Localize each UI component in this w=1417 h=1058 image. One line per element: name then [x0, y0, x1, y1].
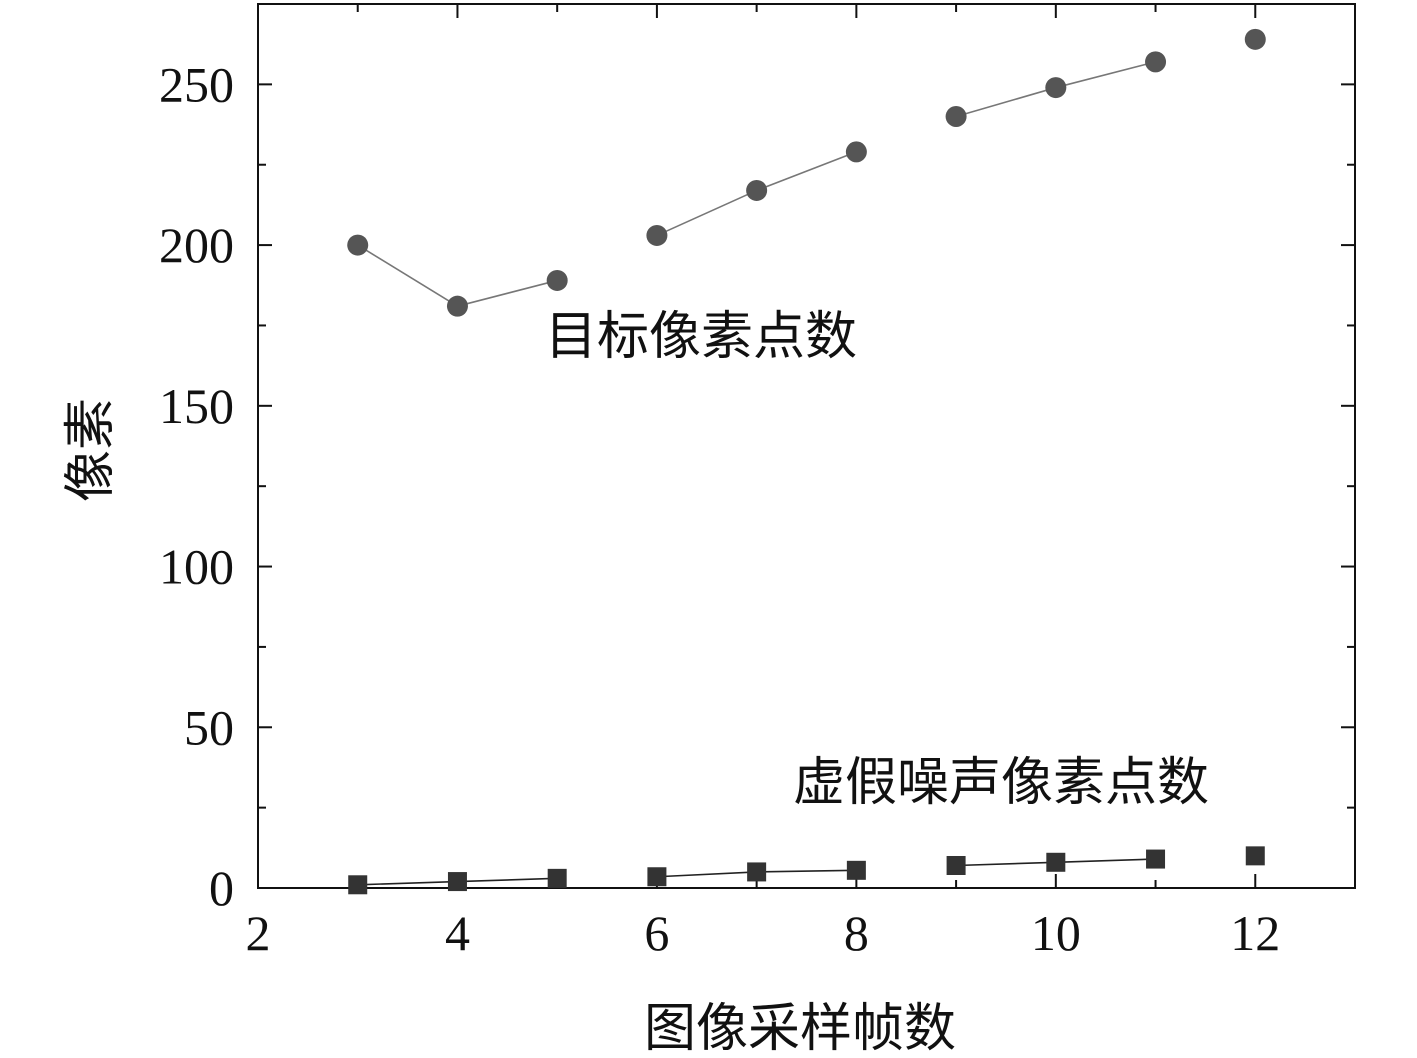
- annotation-noise-pixels: 虚假噪声像素点数: [793, 753, 1209, 813]
- x-tick-label: 8: [844, 905, 869, 961]
- minor-ticks: [258, 4, 1355, 888]
- y-axis-ticks: 0 50 100 150 200 250: [159, 56, 1355, 916]
- x-axis-title: 图像采样帧数: [644, 999, 956, 1058]
- series-1-point: [647, 867, 667, 887]
- series-1-segment: [756, 869, 857, 873]
- series-1-point: [747, 862, 767, 882]
- series-1-segment: [357, 880, 458, 886]
- series-0-point: [1244, 28, 1266, 50]
- y-tick-label: 0: [209, 860, 234, 916]
- series-0-point: [546, 269, 568, 291]
- series-0-segment: [357, 244, 458, 307]
- series-0-point: [746, 179, 768, 201]
- x-tick-label: 2: [246, 905, 271, 961]
- series-1-point: [1146, 849, 1166, 869]
- series-1-segment: [956, 861, 1056, 867]
- series-1-point: [946, 855, 966, 875]
- y-axis-title: 像素: [61, 398, 121, 502]
- series-1-segment: [457, 877, 558, 883]
- y-tick-label: 50: [184, 699, 234, 755]
- series-0-point: [646, 224, 668, 246]
- x-tick-label: 6: [644, 905, 669, 961]
- series-1-point: [1245, 846, 1265, 866]
- series-0-point: [845, 141, 867, 163]
- series-1-segment: [1055, 858, 1156, 864]
- x-tick-label: 12: [1230, 905, 1280, 961]
- x-axis-ticks: 2 4 6 8 10 12: [246, 4, 1280, 961]
- series-0-segment: [457, 279, 558, 307]
- series-0-point: [945, 106, 967, 128]
- series-1-segment: [656, 871, 757, 878]
- plot-frame: [257, 3, 1356, 889]
- series-1-point: [1046, 852, 1066, 872]
- annotation-target-pixels: 目标像素点数: [545, 307, 857, 367]
- series-0-point: [1045, 77, 1067, 99]
- y-tick-label: 150: [159, 378, 234, 434]
- series-lines: [357, 61, 1156, 886]
- series-0-segment: [955, 86, 1057, 118]
- y-tick-label: 250: [159, 56, 234, 112]
- series-0-segment: [756, 151, 857, 192]
- series-1-point: [348, 875, 368, 895]
- series-1-point: [447, 872, 467, 892]
- series-0-point: [1145, 51, 1167, 73]
- y-tick-label: 200: [159, 217, 234, 273]
- series-1-point: [846, 860, 866, 880]
- y-tick-label: 100: [159, 539, 234, 595]
- series-0-point: [446, 295, 468, 317]
- series-0-segment: [656, 189, 757, 237]
- x-tick-label: 4: [445, 905, 470, 961]
- series-markers: [347, 28, 1266, 895]
- series-0-segment: [1055, 61, 1156, 89]
- series-0-point: [347, 234, 369, 256]
- x-tick-label: 10: [1031, 905, 1081, 961]
- series-1-point: [547, 868, 567, 888]
